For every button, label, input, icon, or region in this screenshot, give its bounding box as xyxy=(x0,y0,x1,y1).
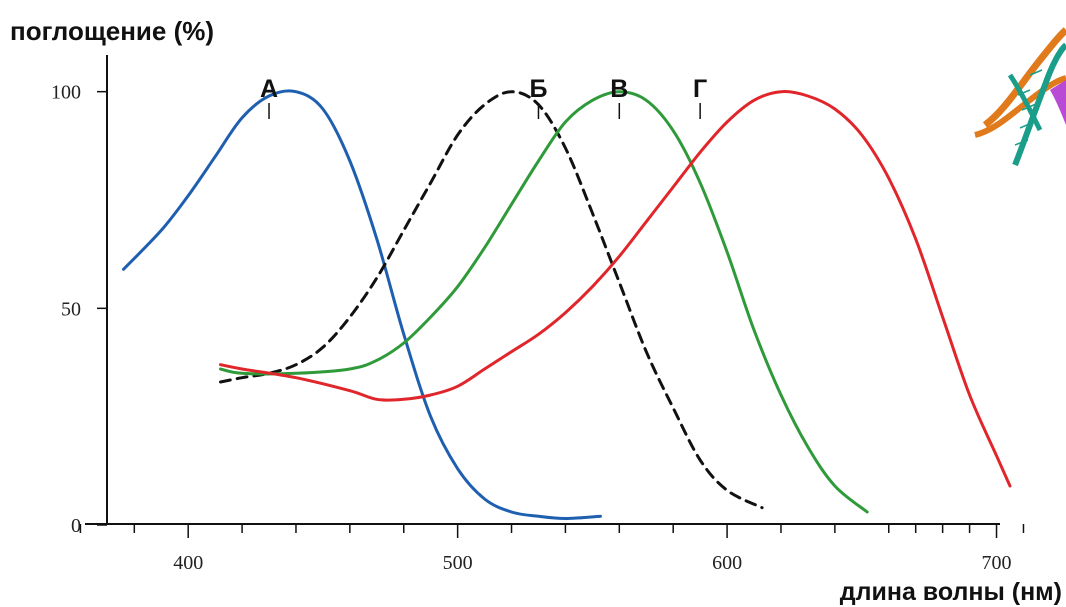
axes xyxy=(85,55,1000,525)
y-tick-label: 0 xyxy=(71,515,81,537)
x-tick-label: 600 xyxy=(712,552,742,574)
x-axis-label: длина волны (нм) xyxy=(840,578,1062,606)
series-line-Б xyxy=(219,90,764,510)
y-axis-label: поглощение (%) xyxy=(10,16,214,46)
x-tick-label: 500 xyxy=(443,552,473,574)
x-tick-label: 700 xyxy=(982,552,1012,574)
peak-label: Г xyxy=(693,75,707,103)
series-line-В xyxy=(219,90,869,514)
axis-ticks: 400 500 600 700 0 50 100 xyxy=(51,82,1025,574)
series-line-Г xyxy=(219,90,1012,488)
series-line-А xyxy=(122,89,602,520)
peak-label: А xyxy=(260,75,278,103)
y-tick-label: 50 xyxy=(61,298,81,320)
peak-label: В xyxy=(610,75,628,103)
peak-label: Б xyxy=(529,75,547,103)
peak-markers: А Б В Г xyxy=(260,75,707,119)
x-tick-label: 400 xyxy=(173,552,203,574)
dna-helix-icon xyxy=(974,27,1066,167)
y-tick-label: 100 xyxy=(51,82,81,104)
spectrum-curves xyxy=(122,89,1012,520)
